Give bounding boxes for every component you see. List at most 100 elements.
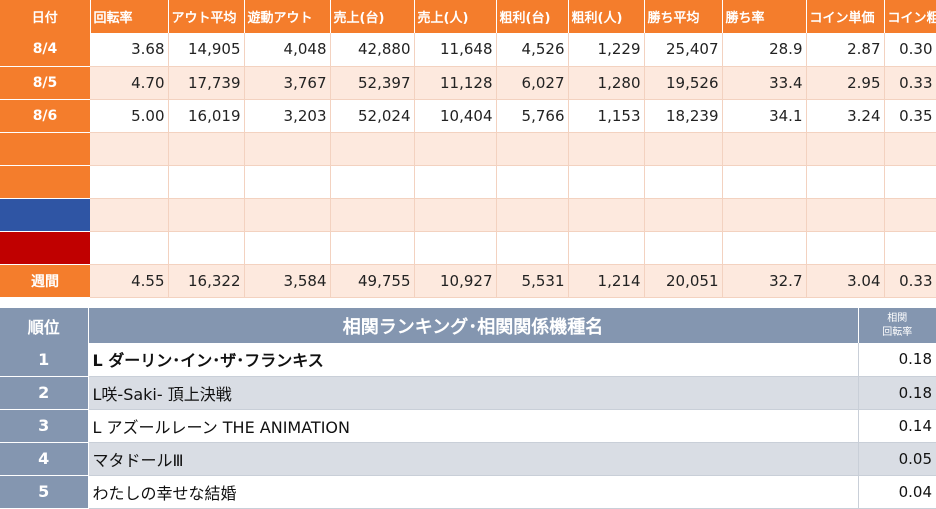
stats-value-cell: 0.33 [884, 66, 936, 100]
stats-value-cell [644, 198, 723, 232]
stats-date-cell: 8/6 [0, 99, 90, 133]
header-coin-unit-price: コイン単価 [806, 0, 885, 33]
stats-value-cell: 17,739 [168, 66, 245, 100]
stats-value-cell [330, 231, 415, 265]
stats-value-cell: 16,019 [168, 99, 245, 133]
stats-row [0, 231, 936, 265]
stats-week-value: 5,531 [496, 263, 569, 298]
stats-value-cell [90, 231, 169, 265]
stats-value-cell: 2.87 [806, 33, 885, 67]
stats-week-value: 16,322 [168, 263, 245, 298]
stats-date-cell [0, 165, 90, 199]
stats-date-cell: 8/4 [0, 33, 90, 67]
stats-row: 8/4 3.68 14,905 4,048 42,880 11,648 4,526 1,229… [0, 33, 936, 67]
stats-value-cell [414, 165, 497, 199]
stats-value-cell [806, 231, 885, 265]
stats-value-cell [884, 165, 936, 199]
stats-value-cell [168, 132, 245, 166]
stats-value-cell [644, 132, 723, 166]
stats-value-cell: 3.24 [806, 99, 885, 133]
stats-value-cell: 2.95 [806, 66, 885, 100]
stats-value-cell [884, 231, 936, 265]
stats-row [0, 132, 936, 166]
header-date: 日付 [0, 0, 91, 33]
stats-date-cell [0, 132, 90, 166]
stats-value-cell [568, 231, 645, 265]
stats-week-value: 3,584 [244, 263, 331, 298]
stats-value-cell: 1,229 [568, 33, 645, 67]
stats-value-cell: 3.68 [90, 33, 169, 67]
ranking-correlation-value: 0.05 [857, 442, 936, 476]
stats-value-cell [806, 165, 885, 199]
stats-week-value: 32.7 [722, 263, 807, 298]
stats-value-cell: 10,404 [414, 99, 497, 133]
stats-value-cell [568, 198, 645, 232]
stats-value-cell [496, 198, 569, 232]
stats-row [0, 198, 936, 232]
header-sales-person: 売上(人) [414, 0, 497, 33]
stats-value-cell [722, 198, 807, 232]
stats-value-cell: 19,526 [644, 66, 723, 100]
stats-value-cell [244, 231, 331, 265]
stats-week-value: 3.04 [806, 263, 885, 298]
header-win-average: 勝ち平均 [644, 0, 723, 33]
ranking-correlation-value: 0.04 [857, 475, 936, 509]
header-win-rate: 勝ち率 [722, 0, 807, 33]
stats-value-cell: 14,905 [168, 33, 245, 67]
stats-value-cell [90, 132, 169, 166]
ranking-rank-cell: 3 [0, 409, 89, 443]
stats-value-cell: 5.00 [90, 99, 169, 133]
ranking-rank-cell: 4 [0, 442, 89, 476]
stats-week-value: 4.55 [90, 263, 169, 298]
stats-value-cell: 0.30 [884, 33, 936, 67]
ranking-machine-name: L アズールレーン THE ANIMATION [88, 409, 858, 443]
stats-value-cell [722, 165, 807, 199]
stats-header-row: 日付 回転率 アウト平均 遊動アウト 売上(台) 売上(人) 粗利(台) 粗利(… [0, 0, 936, 33]
stats-value-cell: 33.4 [722, 66, 807, 100]
stats-week-value: 10,927 [414, 263, 497, 298]
header-profit-person: 粗利(人) [568, 0, 645, 33]
stats-value-cell: 1,280 [568, 66, 645, 100]
stats-value-cell [806, 198, 885, 232]
stats-value-cell [168, 165, 245, 199]
stats-value-cell: 4,048 [244, 33, 331, 67]
stats-value-cell [884, 198, 936, 232]
header-correlation-line2: 回転率 [882, 326, 913, 338]
stats-value-cell [496, 165, 569, 199]
ranking-row: 4 マタドールⅢ 0.05 [0, 442, 936, 476]
ranking-rank-cell: 5 [0, 475, 89, 509]
header-out-average: アウト平均 [168, 0, 245, 33]
header-play-out: 遊動アウト [244, 0, 331, 33]
stats-value-cell: 4,526 [496, 33, 569, 67]
ranking-rank-cell: 1 [0, 343, 89, 377]
stats-value-cell [884, 132, 936, 166]
stats-value-cell [414, 231, 497, 265]
stats-value-cell: 18,239 [644, 99, 723, 133]
stats-week-label: 週間 [0, 264, 90, 298]
stats-row: 8/5 4.70 17,739 3,767 52,397 11,128 6,027 1,280… [0, 66, 936, 100]
stats-value-cell [644, 231, 723, 265]
header-coin-profit: コイン粗利 [884, 0, 936, 33]
stats-value-cell: 5,766 [496, 99, 569, 133]
stats-value-cell: 11,648 [414, 33, 497, 67]
ranking-machine-name: L ダーリン･イン･ザ･フランキス [88, 343, 858, 377]
stats-value-cell [330, 165, 415, 199]
ranking-machine-name: わたしの幸せな結婚 [88, 475, 858, 509]
stats-value-cell: 11,128 [414, 66, 497, 100]
header-rank: 順位 [0, 308, 89, 343]
stats-week-value: 0.33 [884, 263, 936, 298]
stats-value-cell [330, 198, 415, 232]
ranking-header-row: 順位 相関ランキング･相関関係機種名 相関 回転率 [0, 308, 936, 343]
stats-value-cell [168, 231, 245, 265]
stats-value-cell [244, 132, 331, 166]
stats-value-cell [244, 165, 331, 199]
stats-value-cell: 52,024 [330, 99, 415, 133]
ranking-correlation-value: 0.18 [857, 343, 936, 377]
stats-value-cell: 4.70 [90, 66, 169, 100]
stats-value-cell: 42,880 [330, 33, 415, 67]
stats-value-cell [722, 231, 807, 265]
ranking-rank-cell: 2 [0, 376, 89, 410]
